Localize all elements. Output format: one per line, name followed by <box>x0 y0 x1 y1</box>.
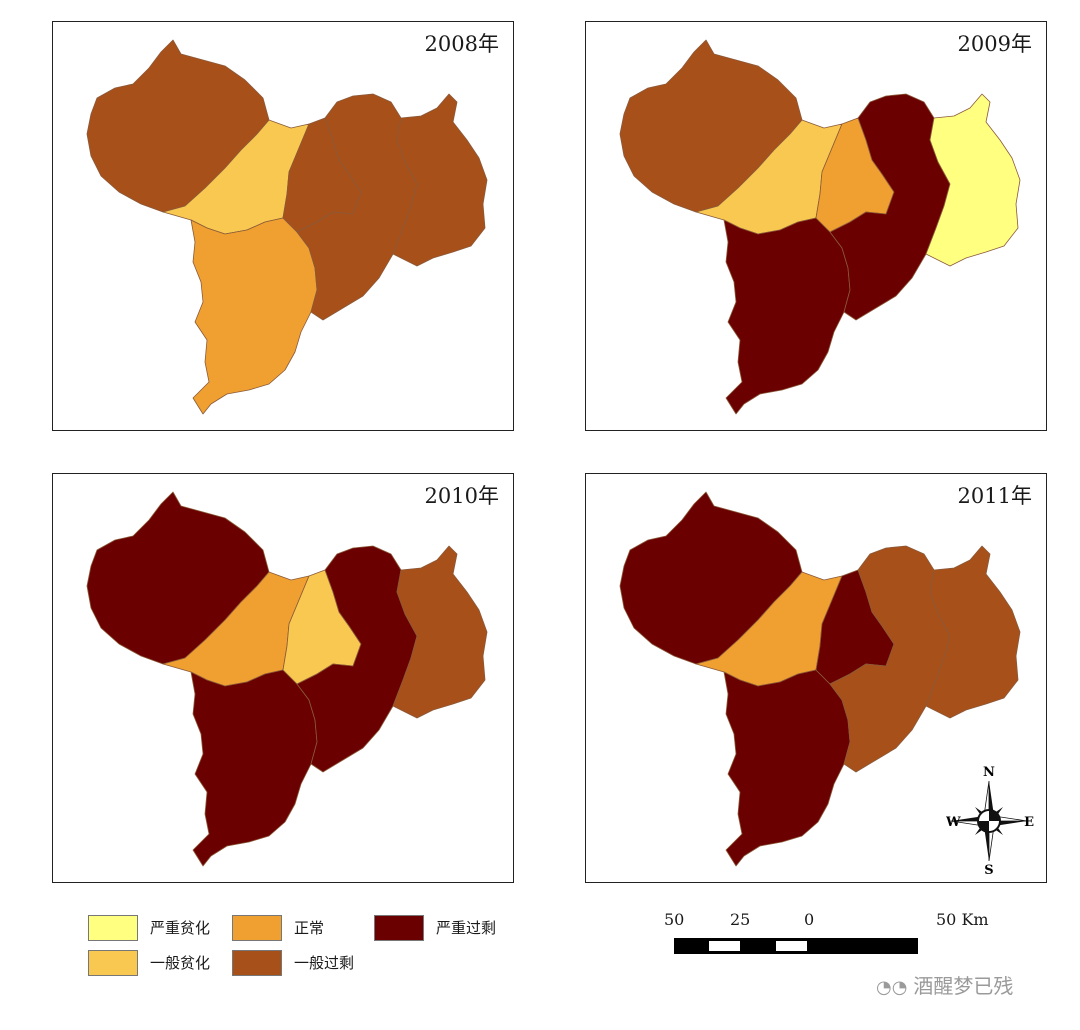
compass-rose-icon: N S E W <box>946 766 1034 876</box>
region-c <box>723 669 851 867</box>
map-svg-2011 <box>619 491 1021 867</box>
watermark-text: 酒醒梦已残 <box>913 974 1014 998</box>
map-svg-2010 <box>86 491 488 867</box>
year-label: 2011年 <box>957 484 1032 508</box>
wechat-icon: ◔◔ <box>876 977 908 998</box>
compass-n: N <box>983 766 995 780</box>
legend-label: 严重过剩 <box>436 919 497 937</box>
map-panel-2010: 2010年 <box>52 473 514 883</box>
map-svg-2009 <box>619 39 1021 415</box>
region-e <box>829 93 951 321</box>
legend-swatch <box>374 915 424 941</box>
compass-e: E <box>1024 815 1034 830</box>
scale-label: 50 <box>664 910 685 929</box>
region-f <box>392 545 488 719</box>
region-e <box>296 545 418 773</box>
compass-s: S <box>984 863 993 876</box>
map-panel-2011: 2011年 N S E W <box>585 473 1047 883</box>
watermark: ◔◔ 酒醒梦已残 <box>876 970 1013 999</box>
legend-label: 严重贫化 <box>150 919 211 937</box>
scale-label: 50 Km <box>936 910 989 929</box>
year-label: 2008年 <box>424 32 499 56</box>
legend-swatch <box>88 950 138 976</box>
legend-label: 一般贫化 <box>150 954 211 972</box>
region-f <box>925 93 1021 267</box>
scale-label: 0 <box>804 910 815 929</box>
year-label: 2010年 <box>424 484 499 508</box>
map-svg-2008 <box>86 39 488 415</box>
scale-label: 25 <box>730 910 751 929</box>
scale-bar-graphic <box>674 938 918 954</box>
region-e <box>296 93 418 321</box>
legend-label: 一般过剩 <box>294 954 355 972</box>
map-panel-2008: 2008年 <box>52 21 514 431</box>
region-c <box>723 217 851 415</box>
region-f <box>392 93 488 267</box>
compass-w: W <box>946 815 961 830</box>
region-e <box>829 545 951 773</box>
legend-label: 正常 <box>294 919 325 937</box>
legend-swatch <box>232 950 282 976</box>
legend-swatch <box>88 915 138 941</box>
region-c <box>190 217 318 415</box>
legend-swatch <box>232 915 282 941</box>
region-f <box>925 545 1021 719</box>
year-label: 2009年 <box>957 32 1032 56</box>
region-c <box>190 669 318 867</box>
scale-bar: 50 25 0 50 Km <box>664 910 989 960</box>
map-panel-2009: 2009年 <box>585 21 1047 431</box>
